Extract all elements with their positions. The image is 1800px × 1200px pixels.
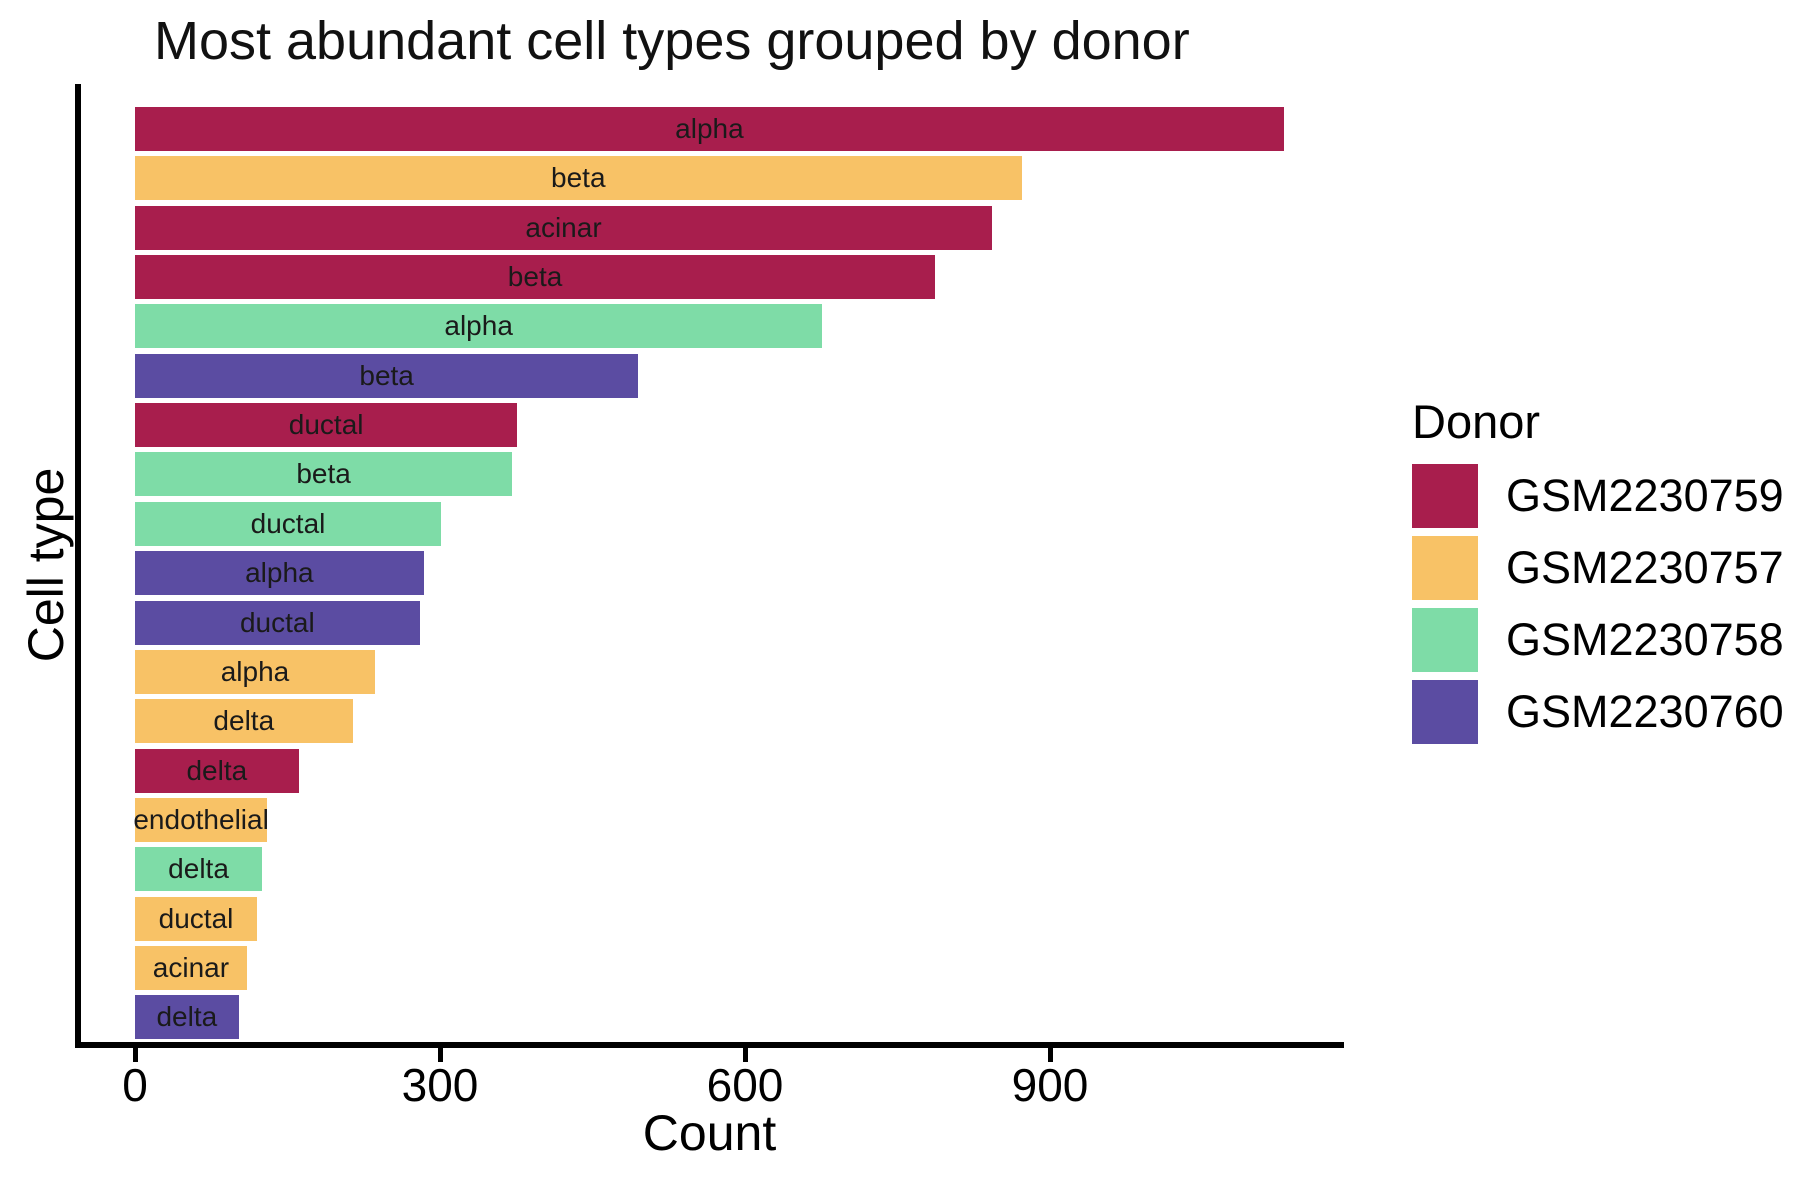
bar-label: beta: [507, 261, 563, 293]
bar-delta-GSM2230760: delta: [135, 995, 239, 1040]
bar-acinar-GSM2230757: acinar: [135, 945, 247, 990]
legend-item-GSM2230758: GSM2230758: [1412, 604, 1784, 676]
x-tick-label: 0: [122, 1059, 148, 1111]
legend-swatch: [1412, 536, 1478, 600]
legend-label: GSM2230759: [1506, 470, 1784, 521]
bar-label: alpha: [444, 310, 513, 342]
bar-beta-GSM2230758: beta: [135, 452, 513, 497]
bar-acinar-GSM2230759: acinar: [135, 205, 993, 250]
bar-label: endothelial: [133, 803, 269, 835]
legend-item-GSM2230757: GSM2230757: [1412, 532, 1784, 604]
legend-item-GSM2230759: GSM2230759: [1412, 460, 1784, 532]
bar-ductal-GSM2230757: ductal: [135, 896, 257, 941]
x-tick-mark: [132, 1048, 138, 1062]
bar-label: ductal: [239, 606, 315, 638]
bar-delta-GSM2230757: delta: [135, 699, 353, 744]
x-axis-title: Count: [642, 1105, 777, 1161]
legend-label: GSM2230758: [1506, 614, 1784, 665]
legend-swatch: [1412, 464, 1478, 528]
x-tick-label: 300: [401, 1059, 479, 1111]
bar-beta-GSM2230760: beta: [135, 353, 639, 398]
bar-beta-GSM2230757: beta: [135, 156, 1022, 201]
bar-label: delta: [168, 853, 229, 885]
legend-label: GSM2230760: [1506, 686, 1784, 737]
bar-delta-GSM2230758: delta: [135, 847, 263, 892]
x-tick-mark: [742, 1048, 748, 1062]
bar-alpha-GSM2230759: alpha: [135, 107, 1284, 151]
bar-label: delta: [186, 754, 248, 786]
bar-label: acinar: [525, 211, 602, 243]
x-tick-label: 600: [706, 1059, 784, 1111]
bar-delta-GSM2230759: delta: [135, 748, 299, 793]
x-tick-label: 900: [1011, 1059, 1089, 1111]
legend-swatch: [1412, 680, 1478, 744]
bar-label: ductal: [250, 507, 326, 539]
bar-alpha-GSM2230758: alpha: [135, 304, 823, 349]
chart-title: Most abundant cell types grouped by dono…: [154, 11, 1190, 71]
legend-label: GSM2230757: [1506, 542, 1784, 593]
bar-alpha-GSM2230757: alpha: [135, 649, 375, 694]
legend-items: GSM2230759 GSM2230757 GSM2230758 GSM2230760: [1412, 460, 1784, 748]
legend-title: Donor: [1412, 395, 1541, 448]
legend: Donor GSM2230759 GSM2230757 GSM2230758 GSM2…: [1412, 394, 1784, 748]
bar-label: ductal: [288, 409, 364, 441]
bar-label: alpha: [245, 557, 314, 589]
bar-ductal-GSM2230760: ductal: [135, 600, 420, 645]
legend-item-GSM2230760: GSM2230760: [1412, 676, 1784, 748]
bar-label: ductal: [158, 902, 234, 934]
bar-beta-GSM2230759: beta: [135, 255, 936, 300]
bar-ductal-GSM2230759: ductal: [135, 403, 518, 448]
bar-alpha-GSM2230760: alpha: [135, 551, 424, 596]
bar-label: alpha: [220, 655, 290, 687]
bar-label: beta: [359, 359, 414, 391]
bar-label: alpha: [675, 113, 744, 144]
bar-label: acinar: [152, 951, 230, 983]
x-axis-spine: [75, 1042, 1344, 1048]
x-tick-mark: [437, 1048, 443, 1062]
bar-endothelial-GSM2230757: endothelial: [133, 797, 269, 842]
y-axis-title: Cell type: [18, 467, 74, 663]
bar-label: beta: [296, 458, 351, 490]
bar-label: beta: [551, 162, 606, 194]
bar-label: delta: [156, 1001, 218, 1033]
legend-swatch: [1412, 608, 1478, 672]
bar-label: delta: [213, 705, 275, 737]
x-tick-mark: [1047, 1048, 1053, 1062]
y-axis-spine: [75, 84, 81, 1048]
bar-ductal-GSM2230758: ductal: [135, 501, 442, 546]
